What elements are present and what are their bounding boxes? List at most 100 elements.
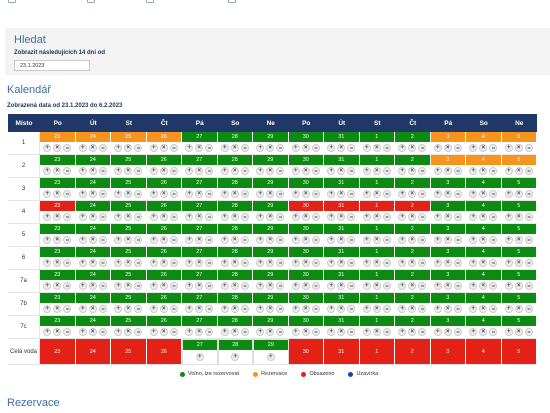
more-icon[interactable]: ••• bbox=[276, 166, 285, 175]
calendar-cell[interactable]: 26 + × ••• bbox=[146, 224, 182, 246]
remove-icon[interactable]: × bbox=[230, 143, 239, 152]
calendar-cell[interactable]: 27 + × ••• bbox=[182, 270, 218, 292]
remove-icon[interactable]: × bbox=[124, 189, 133, 198]
remove-icon[interactable]: × bbox=[195, 166, 204, 175]
more-icon[interactable]: ••• bbox=[98, 166, 107, 175]
more-icon[interactable]: ••• bbox=[98, 212, 107, 221]
more-icon[interactable]: ••• bbox=[98, 235, 107, 244]
calendar-cell[interactable]: 1 + × ••• bbox=[359, 270, 395, 292]
more-icon[interactable]: ••• bbox=[311, 235, 320, 244]
add-icon[interactable]: + bbox=[114, 212, 123, 221]
add-icon[interactable]: + bbox=[504, 212, 513, 221]
calendar-cell[interactable]: 5 + × ••• bbox=[501, 155, 537, 177]
add-icon[interactable]: + bbox=[327, 281, 336, 290]
remove-icon[interactable]: × bbox=[372, 304, 381, 313]
calendar-cell[interactable]: 2 + × ••• bbox=[395, 155, 431, 177]
more-icon[interactable]: ••• bbox=[169, 143, 178, 152]
more-icon[interactable]: ••• bbox=[489, 143, 498, 152]
remove-icon[interactable]: × bbox=[53, 235, 62, 244]
remove-icon[interactable]: × bbox=[230, 327, 239, 336]
remove-icon[interactable]: × bbox=[266, 327, 275, 336]
more-icon[interactable]: ••• bbox=[453, 212, 462, 221]
more-icon[interactable]: ••• bbox=[311, 258, 320, 267]
add-icon[interactable]: + bbox=[256, 212, 265, 221]
add-icon[interactable]: + bbox=[291, 258, 300, 267]
more-icon[interactable]: ••• bbox=[418, 166, 427, 175]
calendar-cell[interactable]: 24 + × ••• bbox=[75, 155, 111, 177]
more-icon[interactable]: ••• bbox=[489, 235, 498, 244]
more-icon[interactable]: ••• bbox=[134, 189, 143, 198]
add-icon[interactable]: + bbox=[327, 189, 336, 198]
remove-icon[interactable]: × bbox=[408, 212, 417, 221]
remove-icon[interactable]: × bbox=[479, 166, 488, 175]
toolbar-item[interactable] bbox=[146, 0, 157, 3]
add-icon[interactable]: + bbox=[78, 143, 87, 152]
more-icon[interactable]: ••• bbox=[205, 235, 214, 244]
add-icon[interactable]: + bbox=[362, 166, 371, 175]
more-icon[interactable]: ••• bbox=[63, 166, 72, 175]
more-icon[interactable]: ••• bbox=[276, 212, 285, 221]
calendar-cell[interactable]: 2 + × ••• bbox=[395, 270, 431, 292]
more-icon[interactable]: ••• bbox=[382, 235, 391, 244]
remove-icon[interactable]: × bbox=[88, 212, 97, 221]
add-icon[interactable]: + bbox=[469, 235, 478, 244]
add-icon[interactable]: + bbox=[433, 258, 442, 267]
calendar-cell[interactable]: 3 + × ••• bbox=[430, 155, 466, 177]
add-icon[interactable]: + bbox=[433, 304, 442, 313]
calendar-cell[interactable]: 30 + × ••• bbox=[288, 316, 324, 338]
more-icon[interactable]: ••• bbox=[98, 327, 107, 336]
add-icon[interactable]: + bbox=[185, 143, 194, 152]
calendar-cell[interactable]: 30 + × ••• bbox=[288, 155, 324, 177]
calendar-cell[interactable]: 23 + × ••• bbox=[40, 224, 76, 246]
more-icon[interactable]: ••• bbox=[134, 281, 143, 290]
more-icon[interactable]: ••• bbox=[311, 281, 320, 290]
more-icon[interactable]: ••• bbox=[418, 258, 427, 267]
add-icon[interactable]: + bbox=[78, 327, 87, 336]
remove-icon[interactable]: × bbox=[88, 281, 97, 290]
add-icon[interactable]: + bbox=[43, 258, 52, 267]
calendar-cell[interactable]: 26 + × ••• bbox=[146, 132, 182, 154]
calendar-cell[interactable]: 27 + × ••• bbox=[182, 155, 218, 177]
remove-icon[interactable]: × bbox=[301, 327, 310, 336]
add-icon[interactable]: + bbox=[327, 166, 336, 175]
add-icon[interactable]: + bbox=[149, 235, 158, 244]
more-icon[interactable]: ••• bbox=[524, 166, 533, 175]
more-icon[interactable]: ••• bbox=[418, 189, 427, 198]
remove-icon[interactable]: × bbox=[514, 212, 523, 221]
more-icon[interactable]: ••• bbox=[489, 327, 498, 336]
more-icon[interactable]: ••• bbox=[276, 143, 285, 152]
remove-icon[interactable]: × bbox=[88, 235, 97, 244]
add-icon[interactable]: + bbox=[114, 143, 123, 152]
remove-icon[interactable]: × bbox=[301, 166, 310, 175]
add-icon[interactable]: + bbox=[220, 304, 229, 313]
more-icon[interactable]: ••• bbox=[453, 327, 462, 336]
more-icon[interactable]: ••• bbox=[134, 258, 143, 267]
remove-icon[interactable]: × bbox=[195, 281, 204, 290]
add-icon[interactable]: + bbox=[256, 235, 265, 244]
more-icon[interactable]: ••• bbox=[524, 235, 533, 244]
more-icon[interactable]: ••• bbox=[169, 189, 178, 198]
remove-icon[interactable]: × bbox=[337, 327, 346, 336]
add-icon[interactable]: + bbox=[362, 189, 371, 198]
more-icon[interactable]: ••• bbox=[418, 212, 427, 221]
calendar-cell[interactable]: 25 + × ••• bbox=[111, 293, 147, 315]
add-icon[interactable]: + bbox=[43, 189, 52, 198]
more-icon[interactable]: ••• bbox=[240, 235, 249, 244]
remove-icon[interactable]: × bbox=[337, 258, 346, 267]
remove-icon[interactable]: × bbox=[337, 304, 346, 313]
remove-icon[interactable]: × bbox=[479, 258, 488, 267]
calendar-cell[interactable]: 2 + × ••• bbox=[395, 201, 431, 223]
remove-icon[interactable]: × bbox=[230, 258, 239, 267]
calendar-cell[interactable]: 30 + × ••• bbox=[288, 132, 324, 154]
calendar-cell[interactable]: 26 + × ••• bbox=[146, 247, 182, 269]
calendar-cell[interactable]: 28 + × ••• bbox=[217, 155, 253, 177]
remove-icon[interactable]: × bbox=[337, 212, 346, 221]
remove-icon[interactable]: × bbox=[443, 281, 452, 290]
remove-icon[interactable]: × bbox=[514, 327, 523, 336]
remove-icon[interactable]: × bbox=[88, 143, 97, 152]
remove-icon[interactable]: × bbox=[230, 189, 239, 198]
more-icon[interactable]: ••• bbox=[134, 327, 143, 336]
toolbar-item[interactable] bbox=[228, 0, 239, 3]
calendar-cell[interactable]: 26 + × ••• bbox=[146, 178, 182, 200]
more-icon[interactable]: ••• bbox=[240, 143, 249, 152]
